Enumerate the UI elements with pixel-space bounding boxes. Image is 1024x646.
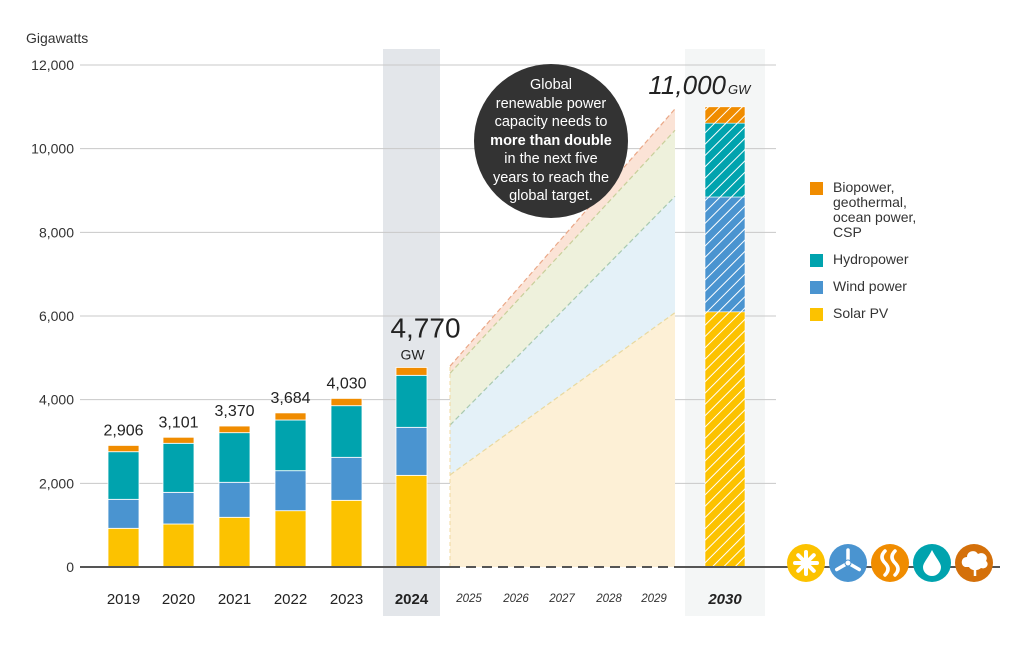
x-tick-label-2028: 2028 (595, 593, 622, 605)
legend-label: Wind power (833, 278, 907, 294)
geothermal-icon (871, 544, 909, 582)
y-tick-label: 8,000 (39, 224, 74, 240)
x-tick-label-2023: 2023 (330, 591, 363, 608)
legend-swatch (810, 254, 823, 267)
annotation-line: global target. (509, 188, 593, 205)
annotation-line: Global (530, 77, 572, 94)
target-total-unit: GW (728, 82, 752, 97)
bar-2021-2 (218, 432, 251, 483)
x-tick-label-2030: 2030 (707, 591, 742, 608)
legend-swatch (810, 308, 823, 321)
total-label-2023: 4,030 (326, 375, 366, 392)
bar-2020-1 (162, 491, 195, 525)
annotation-line: renewable power (495, 95, 607, 112)
bar-2024-0 (395, 474, 428, 568)
legend-label: Solar PV (833, 305, 889, 321)
bar-2019-2 (107, 451, 140, 500)
bar-2022-3 (274, 412, 307, 421)
projection-line-0 (449, 312, 676, 476)
target-bar-segment-1 (704, 196, 746, 313)
bar-2021-1 (218, 481, 251, 518)
target-bar-segment-3 (704, 106, 746, 124)
y-tick-label: 4,000 (39, 392, 74, 408)
solar-icon (787, 544, 825, 582)
legend-item: Wind power (810, 279, 943, 294)
bar-2024-2 (395, 374, 428, 428)
total-label-2020: 3,101 (158, 414, 198, 431)
x-tick-label-2019: 2019 (107, 591, 140, 608)
legend-item: Hydropower (810, 252, 943, 267)
total-label-2021: 3,370 (214, 403, 254, 420)
total-label-2022: 3,684 (270, 390, 310, 407)
annotation-line: years to reach the (492, 169, 610, 186)
bar-2023-3 (330, 398, 363, 407)
projection-line-1 (449, 195, 676, 426)
projection-line-2 (449, 129, 676, 374)
bar-2022-0 (274, 510, 307, 568)
y-tick-label: 0 (66, 559, 74, 575)
projection-area-1 (450, 196, 675, 475)
annotation-bubble: Global renewable power capacity needs to mo… (474, 64, 628, 218)
bar-2019-1 (107, 498, 140, 529)
annotation-line: more than double (490, 132, 612, 149)
legend: Biopower, geothermal, ocean power, CSP Hy… (810, 180, 943, 333)
legend-item: Biopower, geothermal, ocean power, CSP (810, 180, 943, 240)
y-tick-label: 12,000 (31, 57, 74, 73)
bar-2023-0 (330, 499, 363, 568)
y-tick-label: 2,000 (39, 475, 74, 491)
bar-2020-2 (162, 442, 195, 493)
total-label-2024: 4,770 (390, 312, 460, 343)
y-tick-label: 10,000 (31, 141, 74, 157)
annotation-line: in the next five (504, 151, 598, 168)
wind-turbine-icon (829, 544, 867, 582)
x-tick-label-2027: 2027 (548, 593, 575, 605)
legend-item: Solar PV (810, 306, 943, 321)
y-axis-label: Gigawatts (26, 30, 88, 46)
bar-2021-0 (218, 516, 251, 568)
water-drop-icon (913, 544, 951, 582)
target-bar-segment-2 (704, 122, 746, 198)
bio-leaf-icon (955, 544, 993, 582)
bar-2023-2 (330, 405, 363, 458)
legend-swatch (810, 281, 823, 294)
x-tick-label-2021: 2021 (218, 591, 251, 608)
total-unit-2024: GW (400, 346, 425, 362)
x-tick-label-2022: 2022 (274, 591, 307, 608)
target-bar-segment-0 (704, 311, 746, 568)
legend-label: Hydropower (833, 251, 909, 267)
x-tick-label-2024: 2024 (395, 591, 429, 608)
bar-2019-0 (107, 527, 140, 568)
y-tick-label: 6,000 (39, 308, 74, 324)
projection-area-2 (450, 130, 675, 426)
projection-area-0 (450, 312, 675, 567)
bar-2022-1 (274, 470, 307, 512)
bar-2024-1 (395, 426, 428, 476)
bar-2023-1 (330, 456, 363, 501)
x-tick-label-2026: 2026 (502, 593, 529, 605)
bar-2021-3 (218, 425, 251, 434)
bar-2024-3 (395, 367, 428, 376)
projection-line-3 (449, 108, 676, 367)
total-label-2019: 2,906 (103, 422, 143, 439)
bar-2022-2 (274, 419, 307, 472)
target-total-label: 11,000 (648, 70, 726, 100)
annotation-line: capacity needs to (494, 114, 608, 131)
bar-2019-3 (107, 445, 140, 453)
x-tick-label-2025: 2025 (455, 593, 482, 605)
bar-2020-3 (162, 436, 195, 444)
legend-label: Biopower, geothermal, ocean power, CSP (833, 179, 917, 240)
bar-2020-0 (162, 523, 195, 568)
x-tick-label-2029: 2029 (640, 593, 667, 605)
legend-swatch (810, 182, 823, 195)
x-tick-label-2020: 2020 (162, 591, 195, 608)
